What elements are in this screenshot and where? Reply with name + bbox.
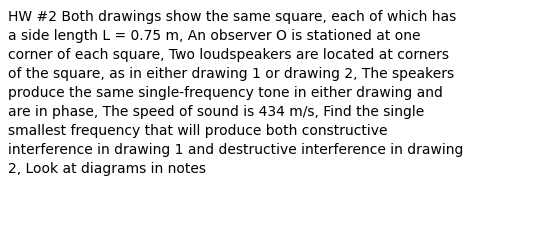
Text: HW #2 Both drawings show the same square, each of which has
a side length L = 0.: HW #2 Both drawings show the same square… [8,10,464,175]
